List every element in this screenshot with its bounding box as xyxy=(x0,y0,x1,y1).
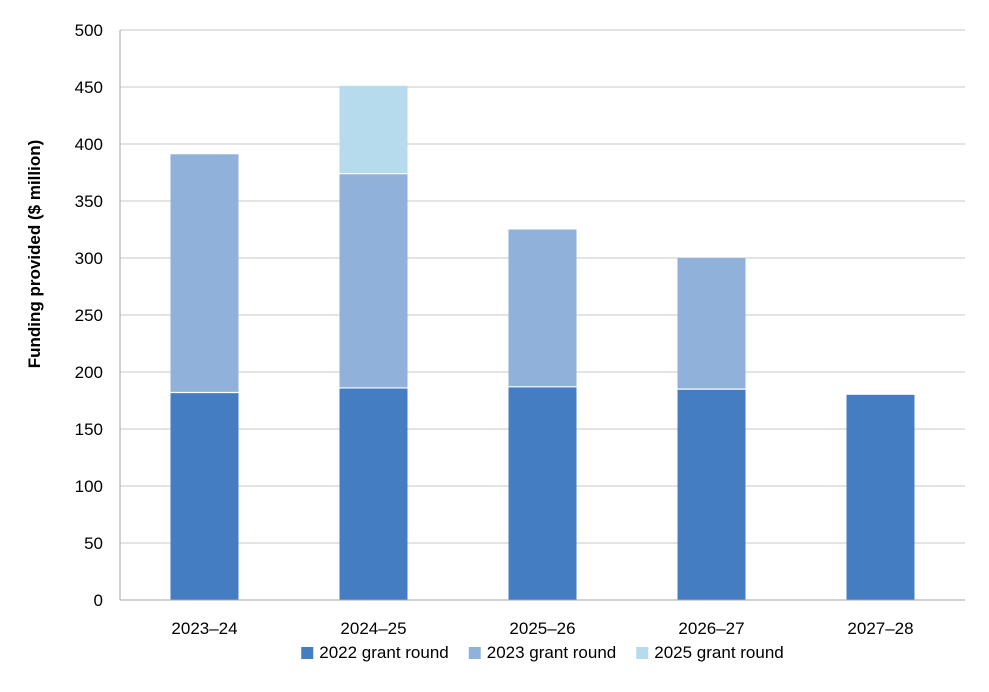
y-tick-label: 500 xyxy=(75,21,103,40)
bars xyxy=(170,85,915,600)
y-tick-label: 150 xyxy=(75,420,103,439)
bar-segment xyxy=(677,258,746,390)
bar-segment xyxy=(170,392,239,600)
x-tick-label: 2023–24 xyxy=(171,619,237,638)
y-tick-label: 350 xyxy=(75,192,103,211)
legend-entry: 2025 grant round xyxy=(654,643,784,662)
y-axis-label: Funding provided ($ million) xyxy=(25,140,44,369)
y-tick-label: 250 xyxy=(75,306,103,325)
legend-swatch xyxy=(468,647,481,659)
bar-segment xyxy=(339,173,408,388)
bar-segment xyxy=(339,85,408,174)
y-tick-label: 450 xyxy=(75,78,103,97)
legend-swatch xyxy=(301,647,314,659)
x-tick-label: 2027–28 xyxy=(847,619,913,638)
y-tick-label: 100 xyxy=(75,477,103,496)
x-tick-labels: 2023–24 2024–25 2025–26 2026–27 2027–28 xyxy=(171,619,913,638)
y-tick-label: 0 xyxy=(94,591,103,610)
bar-segment xyxy=(508,229,577,387)
y-tick-label: 300 xyxy=(75,249,103,268)
y-tick-label: 400 xyxy=(75,135,103,154)
bar-segment xyxy=(170,154,239,393)
y-tick-labels: 0 50 100 150 200 250 300 350 400 450 500 xyxy=(75,21,103,610)
y-tick-label: 200 xyxy=(75,363,103,382)
x-tick-label: 2024–25 xyxy=(340,619,406,638)
x-tick-label: 2025–26 xyxy=(509,619,575,638)
x-tick-label: 2026–27 xyxy=(678,619,744,638)
y-tick-label: 50 xyxy=(84,534,103,553)
axes xyxy=(119,30,965,601)
legend-entry: 2022 grant round xyxy=(319,643,449,662)
bar-segment xyxy=(339,387,408,600)
bar-segment xyxy=(677,389,746,600)
bar-segment xyxy=(846,394,915,600)
legend-swatch xyxy=(636,647,649,659)
legend: 2022 grant round 2023 grant round 2025 gra… xyxy=(301,643,784,662)
bar-segment xyxy=(508,386,577,600)
legend-entry: 2023 grant round xyxy=(487,643,617,662)
